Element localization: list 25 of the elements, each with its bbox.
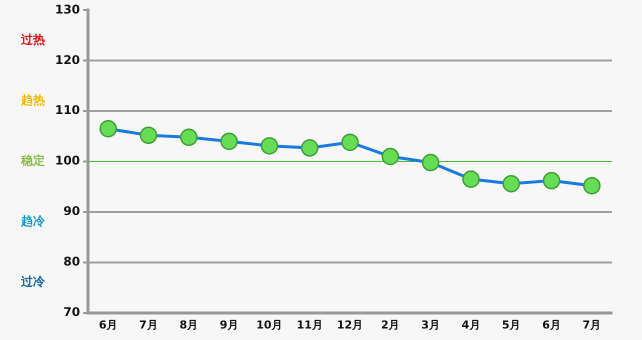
x-tick-label: 10月 [256, 318, 283, 332]
x-tick-label: 5月 [502, 318, 521, 332]
text: 过冷 [20, 274, 46, 289]
y-tick-label: 130 [54, 2, 80, 16]
x-tick-label: 3月 [421, 318, 440, 332]
y-tick-label: 70 [63, 304, 80, 319]
y-tick-label: 120 [54, 52, 80, 67]
y-tick-label: 80 [63, 254, 80, 268]
x-tick-label: 7月 [139, 318, 158, 332]
y-tick-label: 100 [54, 154, 80, 168]
text: 稳定 [20, 154, 45, 168]
x-tick-label: 6月 [542, 318, 561, 332]
text: 趋热 [20, 93, 45, 108]
x-tick-label: 4月 [462, 318, 480, 332]
x-tick-label: 7月 [582, 318, 602, 332]
x-tick-label: 11月 [296, 318, 323, 332]
x-tick-label: 2月 [381, 318, 400, 332]
text: 过热 [20, 32, 45, 47]
y-tick-label: 90 [63, 204, 80, 218]
x-tick-label: 6月 [98, 318, 118, 332]
x-tick-label: 9月 [220, 318, 238, 332]
x-tick-label: 8月 [179, 318, 198, 332]
x-tick-label: 12月 [336, 318, 364, 332]
text: 趋冷 [20, 214, 46, 228]
y-tick-label: 110 [54, 103, 80, 118]
